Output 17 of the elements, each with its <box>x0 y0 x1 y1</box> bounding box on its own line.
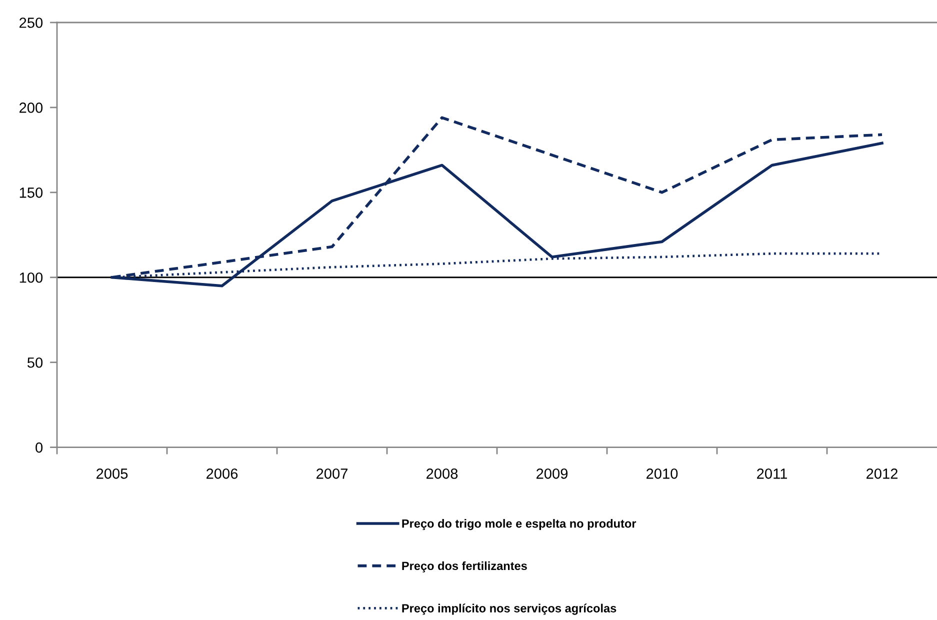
x-tick-label: 2012 <box>866 468 898 479</box>
y-tick-label: 100 <box>20 272 43 283</box>
x-tick-label: 2007 <box>316 468 348 479</box>
x-tick-label: 2010 <box>646 468 678 479</box>
y-tick-label: 150 <box>20 188 43 198</box>
x-tick-label: 2009 <box>536 468 568 479</box>
y-tick-label: 250 <box>20 18 43 28</box>
x-tick-label: 2008 <box>426 468 458 479</box>
y-tick-label: 200 <box>20 102 43 113</box>
y-tick-label: 0 <box>36 442 43 453</box>
x-tick-label: 2006 <box>206 468 238 479</box>
y-tick-label: 50 <box>27 357 43 368</box>
x-tick-label: 2005 <box>96 468 128 479</box>
legend-label: Preço do trigo mole e espelta no produtor <box>402 519 636 530</box>
legend-label: Preço implícito nos serviços agrícolas <box>402 604 616 615</box>
legend-label: Preço dos fertilizantes <box>402 561 527 572</box>
x-tick-label: 2011 <box>757 468 787 479</box>
